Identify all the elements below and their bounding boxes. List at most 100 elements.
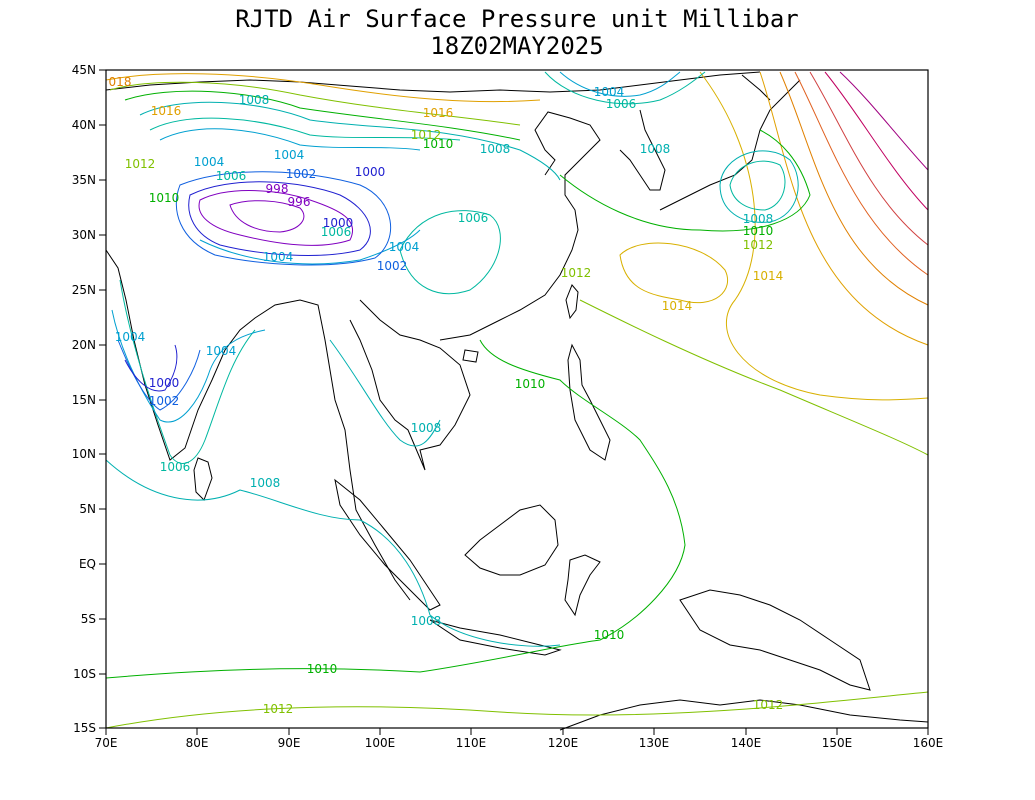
contour-label: 1010 [149,191,180,205]
lon-label: 70E [95,736,118,750]
isobar-1012-east [579,299,929,456]
contour-label: 1012 [411,128,442,142]
contour-label: 1014 [662,299,693,313]
isobar-1008-sea [105,459,561,647]
isobar-1016 [759,71,929,346]
isobar-1004-north [159,128,421,151]
isobar-1012-north [109,81,521,126]
contour-label: 1008 [250,476,281,490]
isobar-1024 [824,71,929,211]
lon-label: 150E [822,736,853,750]
isobar-1000-india [124,344,178,392]
isobar-1004-manchuria [559,71,681,97]
contour-label: 1000 [149,376,180,390]
contour-label: 1008 [640,142,671,156]
isobar-998-tibet [198,190,353,246]
coast-india [105,249,411,601]
contour-label: 1004 [594,85,625,99]
coast-china [439,111,601,341]
coastlines [105,71,929,731]
contour-label: 1010 [423,137,454,151]
isobar-1008-indochina [329,339,441,447]
contour-label: 1008 [411,421,442,435]
contour-label: 1016 [151,104,182,118]
isobar-1010-south [105,339,686,679]
coast-newguinea [679,589,871,691]
isobar-1002-tibet [175,171,391,266]
lat-label: 10S [73,667,96,681]
contour-label: 1006 [321,225,352,239]
coast-sulawesi [564,554,601,617]
isobar-1014-east [699,71,929,401]
isobar-1006-japan-low [729,160,786,211]
isobar-1018 [779,71,929,306]
contour-label: 1010 [307,662,338,676]
coast-philippines [567,343,611,461]
contour-label: 1004 [194,155,225,169]
contour-label: 1010 [515,377,546,391]
lon-label: 130E [639,736,670,750]
isobar-1006-china [399,210,501,295]
contour-label: 1008 [743,212,774,226]
isobar-1026 [839,71,929,171]
lon-label: 80E [186,736,209,750]
lat-label: 40N [72,118,96,132]
contour-label: 1016 [423,106,454,120]
contour-label: 1012 [263,702,294,716]
coast-borneo [464,504,559,576]
coast-indochina [349,299,471,471]
isobar-1006-india [119,279,256,464]
lat-label: 45N [72,63,96,77]
contour-label: 1000 [355,165,386,179]
coast-java [429,619,562,656]
lat-axis: 45N 40N 35N 30N 25N 20N 15N 10N 5N EQ 5S… [72,63,106,735]
lat-label: 30N [72,228,96,242]
contour-label: 1008 [239,93,270,107]
coast-taiwan [565,284,579,320]
contour-label: 1012 [753,698,784,712]
coast-korea [619,109,666,191]
lon-label: 140E [731,736,762,750]
lon-label: 90E [278,736,301,750]
isobar-1000-tibet [188,181,371,256]
coast-australia [559,699,929,731]
isobar-1002-india [117,339,201,411]
contour-label: 1012 [561,266,592,280]
lon-label: 100E [365,736,396,750]
contour-label: 1004 [115,330,146,344]
lat-label: 15S [73,721,96,735]
map-title-line2: 18Z02MAY2025 [430,32,603,60]
lat-label: 35N [72,173,96,187]
contour-label: 018 [109,75,132,89]
isobar-1010-north [124,90,521,141]
map-frame [105,69,929,729]
isobar-1004-india [111,309,266,423]
contour-label: 1000 [323,216,354,230]
lat-label: 5N [79,502,96,516]
isobars [105,71,929,729]
lon-label: 160E [913,736,944,750]
isobar-1008-north [139,101,561,181]
contour-label: 1006 [606,97,637,111]
lon-label: 110E [456,736,487,750]
contour-label: 1006 [458,211,489,225]
contour-label: 1002 [377,259,408,273]
isobar-1022 [809,71,929,246]
contour-label: 1004 [389,240,420,254]
isobar-1008-japan-low [719,150,799,223]
contour-label: 996 [288,195,311,209]
coast-srilanka [193,457,213,501]
contour-label: 1004 [206,344,237,358]
isobar-1006-north [149,117,461,141]
contour-label: 1008 [411,614,442,628]
contour-label: 1008 [480,142,511,156]
contour-label: 1004 [263,250,294,264]
isobar-1012-south [105,691,929,729]
lat-label: 10N [72,447,96,461]
isobar-1006-manchuria [544,71,706,105]
contour-label: 1014 [753,269,784,283]
coast-japan [659,74,801,211]
coast-eurasia-north [105,71,761,93]
contour-label: 1004 [274,148,305,162]
